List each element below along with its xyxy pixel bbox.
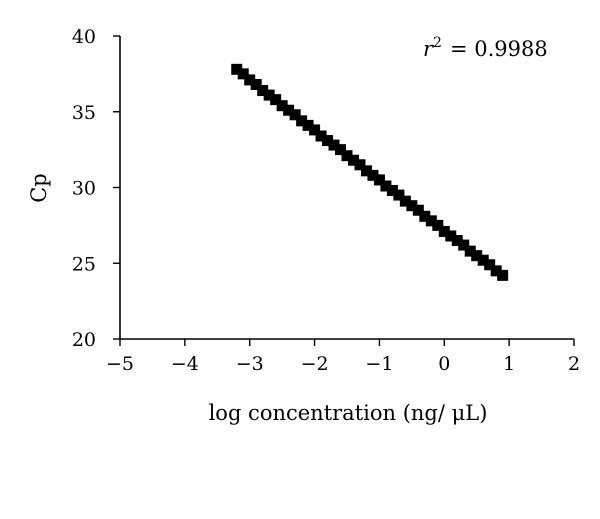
data-point: [360, 165, 372, 177]
data-point: [328, 139, 340, 151]
data-point: [406, 200, 418, 212]
y-ticks: 20 25 30 35 40: [72, 26, 120, 351]
x-axis-title: log concentration (ng/ μL): [209, 401, 488, 425]
data-point: [354, 159, 366, 171]
x-tick-label: −5: [106, 353, 134, 375]
y-tick-label: 30: [72, 178, 96, 200]
data-point: [250, 78, 262, 90]
data-point: [296, 115, 308, 127]
data-point: [237, 68, 249, 80]
x-tick-label: −3: [236, 353, 264, 375]
y-axis-title: Cp: [27, 173, 51, 203]
data-point: [490, 265, 502, 277]
r-squared-value: = 0.9988: [450, 37, 548, 61]
data-point: [464, 245, 476, 257]
data-point: [412, 204, 424, 216]
data-point: [244, 74, 256, 86]
data-point: [302, 119, 314, 131]
data-point: [263, 89, 275, 101]
data-point: [458, 239, 470, 251]
data-point: [497, 269, 509, 281]
axes: [119, 36, 574, 340]
data-point: [445, 230, 457, 242]
data-point: [386, 185, 398, 197]
x-tick-label: −4: [171, 353, 199, 375]
data-point: [257, 85, 269, 97]
data-point: [335, 144, 347, 156]
data-point: [393, 189, 405, 201]
data-point: [270, 94, 282, 106]
y-tick-label: 20: [72, 329, 96, 351]
y-tick-label: 25: [72, 253, 96, 275]
data-point: [477, 254, 489, 266]
data-point: [289, 109, 301, 121]
y-tick-label: 40: [72, 26, 96, 48]
r-exponent: 2: [433, 35, 442, 51]
data-point: [451, 235, 463, 247]
data-point: [432, 219, 444, 231]
r-symbol: r: [423, 37, 435, 61]
x-tick-label: 0: [438, 353, 450, 375]
x-tick-label: −2: [301, 353, 329, 375]
data-point: [484, 259, 496, 271]
y-tick-label: 35: [72, 102, 96, 124]
data-point: [322, 135, 334, 147]
x-tick-label: 1: [503, 353, 515, 375]
x-tick-label: 2: [568, 353, 580, 375]
data-point: [276, 100, 288, 112]
data-point: [367, 169, 379, 181]
data-point: [425, 215, 437, 227]
data-point: [283, 104, 295, 116]
data-point: [399, 195, 411, 207]
data-point: [231, 63, 243, 75]
data-markers: [231, 63, 509, 281]
data-point: [341, 150, 353, 162]
r-squared-annotation: r2 = 0.9988: [423, 35, 548, 61]
data-point: [309, 124, 321, 136]
x-tick-label: −1: [365, 353, 393, 375]
data-point: [380, 180, 392, 192]
data-point: [373, 174, 385, 186]
x-ticks: −5 −4 −3 −2 −1 0 1 2: [106, 339, 580, 375]
data-point: [347, 154, 359, 166]
data-point: [438, 225, 450, 237]
data-point: [419, 210, 431, 222]
data-point: [315, 130, 327, 142]
data-point: [471, 250, 483, 262]
